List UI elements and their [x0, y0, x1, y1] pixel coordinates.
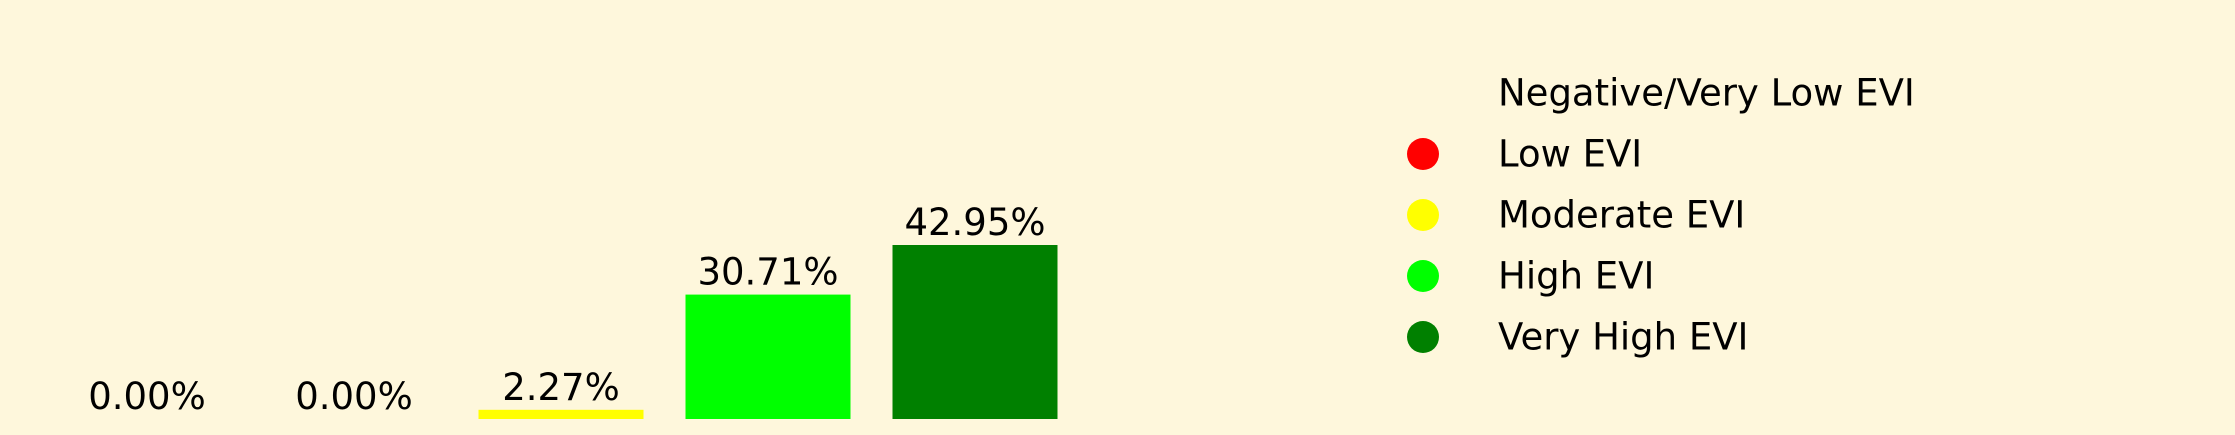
bars-group [478, 245, 1058, 419]
legend: Negative/Very Low EVI Low EVI Moderate EVI… [1407, 72, 1915, 359]
legend-label-3: High EVI [1498, 255, 1654, 298]
bar-labels-group: 0.00% 0.00% 2.27% 30.71% 42.95% [88, 201, 1045, 418]
legend-label-4: Very High EVI [1498, 316, 1748, 359]
bar-label-1: 0.00% [295, 375, 413, 418]
bar-label-3: 30.71% [697, 251, 838, 294]
bar-3 [685, 294, 851, 419]
legend-label-1: Low EVI [1498, 133, 1642, 176]
legend-marker-2 [1407, 199, 1439, 231]
bar-2 [478, 409, 644, 419]
bar-4 [892, 245, 1058, 419]
bar-label-2: 2.27% [502, 366, 620, 409]
legend-marker-0 [1407, 77, 1439, 109]
bar-label-4: 42.95% [904, 201, 1045, 244]
legend-marker-1 [1407, 138, 1439, 170]
legend-label-0: Negative/Very Low EVI [1498, 72, 1915, 115]
legend-marker-3 [1407, 260, 1439, 292]
legend-label-2: Moderate EVI [1498, 194, 1745, 237]
bar-label-0: 0.00% [88, 375, 206, 418]
legend-marker-4 [1407, 321, 1439, 353]
